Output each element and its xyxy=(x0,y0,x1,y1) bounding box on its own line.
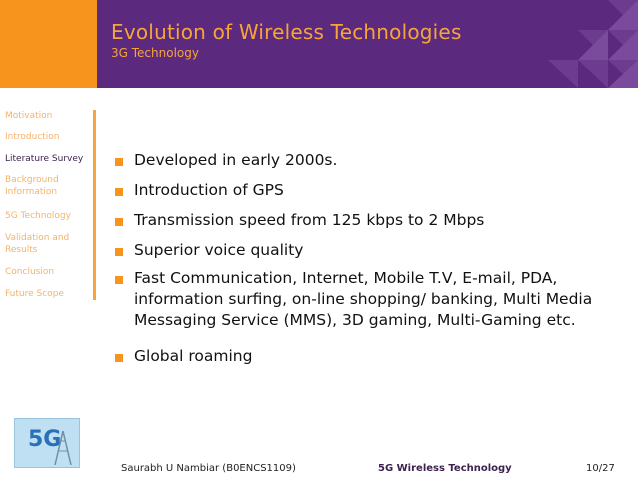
signal-tower-icon xyxy=(54,431,72,465)
sidebar-item-5g-technology[interactable]: 5G Technology xyxy=(5,211,71,221)
bullet-square-icon xyxy=(115,276,123,284)
bullet-square-icon xyxy=(115,248,123,256)
sidebar-item-literature-survey[interactable]: Literature Survey xyxy=(5,154,84,164)
bullet-text: Global roaming xyxy=(134,347,253,365)
sidebar-item-background-information[interactable]: Background Information xyxy=(5,175,59,197)
bullet-text: Introduction of GPS xyxy=(134,181,284,199)
slide-title: Evolution of Wireless Technologies xyxy=(111,20,462,44)
sidebar-header-block xyxy=(0,0,97,88)
bullet-square-icon xyxy=(115,158,123,166)
sidebar-item-validation-and-results[interactable]: Validation and Results xyxy=(5,233,70,255)
footer-author: Saurabh U Nambiar (B0ENCS1109) xyxy=(121,463,296,474)
bullet-square-icon xyxy=(115,218,123,226)
sidebar xyxy=(0,88,97,479)
sidebar-item-future-scope[interactable]: Future Scope xyxy=(5,289,64,299)
page-number: 10/27 xyxy=(586,463,615,474)
sidebar-item-conclusion[interactable]: Conclusion xyxy=(5,267,55,277)
sidebar-item-introduction[interactable]: Introduction xyxy=(5,132,60,142)
bullet-text: Superior voice quality xyxy=(134,241,304,259)
bullet-text: Developed in early 2000s. xyxy=(134,151,338,169)
bullet-square-icon xyxy=(115,354,123,362)
sidebar-divider xyxy=(93,110,96,300)
5g-logo: 5G xyxy=(14,418,80,468)
bullet-square-icon xyxy=(115,188,123,196)
sidebar-item-motivation[interactable]: Motivation xyxy=(5,111,53,121)
footer-title: 5G Wireless Technology xyxy=(378,463,512,474)
logo-text: 5G xyxy=(28,427,62,452)
slide-header: Evolution of Wireless Technologies 3G Te… xyxy=(97,0,638,88)
bullet-text: Transmission speed from 125 kbps to 2 Mb… xyxy=(134,211,485,229)
bullet-text: Fast Communication, Internet, Mobile T.V… xyxy=(134,269,593,329)
header-triangle-pattern xyxy=(548,0,638,88)
slide-subtitle: 3G Technology xyxy=(111,46,199,60)
